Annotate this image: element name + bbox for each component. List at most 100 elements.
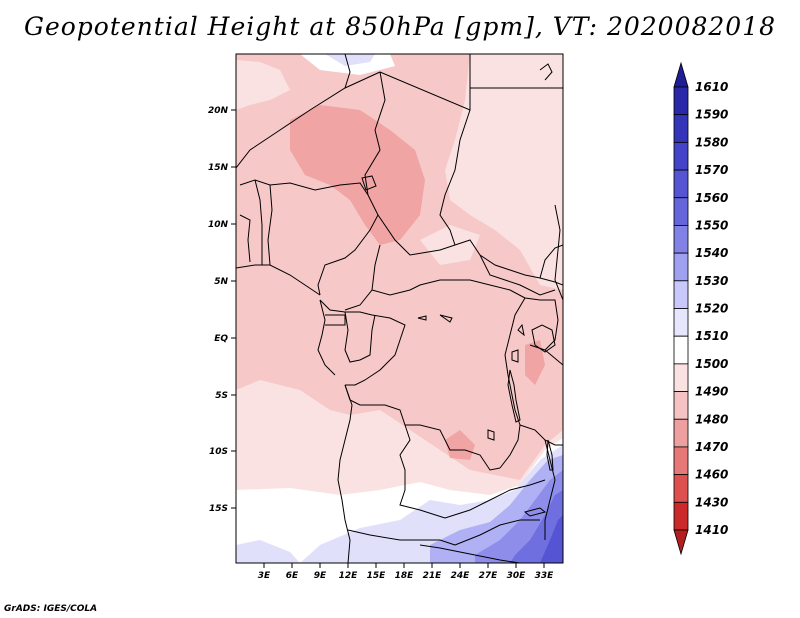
lon-label-24e: 24E — [451, 571, 471, 581]
lat-axis: 20N 15N 10N 5N EQ 5S 10S 15S — [208, 106, 236, 514]
colorbar-swatch — [673, 280, 689, 309]
lon-label-15e: 15E — [367, 571, 387, 581]
map-title: Geopotential Height at 850hPa [gpm], VT:… — [23, 12, 777, 41]
colorbar-swatch — [673, 308, 689, 337]
colorbar-swatch — [673, 169, 689, 199]
colorbar-label: 1550 — [695, 218, 728, 232]
lat-label-5s: 5S — [215, 391, 228, 401]
colorbar-swatch — [673, 474, 689, 503]
colorbar-label: 1460 — [695, 468, 728, 482]
border-car-drc — [371, 279, 526, 299]
colorbar-swatch — [673, 86, 689, 116]
border-chad-sudan — [439, 109, 471, 246]
field-1560 — [540, 515, 563, 563]
lake-malawi — [546, 439, 554, 471]
border-congo-gabon — [344, 311, 376, 363]
colorbar-label: 1430 — [695, 495, 728, 509]
colorbar-swatch — [673, 501, 689, 531]
lake-congo-2 — [439, 314, 453, 323]
geopotential-field — [236, 54, 563, 563]
border-equatorial-guinea — [325, 314, 346, 326]
lake-chad — [361, 175, 377, 191]
colorbar-label: 1560 — [695, 191, 728, 205]
border-kenya-tanzania — [544, 349, 563, 366]
border-niger-algeria — [236, 71, 381, 169]
border-ethiopia — [554, 204, 563, 301]
colorbar-label: 1500 — [695, 357, 728, 371]
lat-label-15s: 15S — [209, 504, 228, 514]
border-zambia-zimbabwe — [444, 479, 546, 519]
lon-label-33e: 33E — [535, 571, 555, 581]
colorbar-label: 1610 — [695, 80, 728, 94]
border-drc-east — [499, 297, 526, 469]
lat-label-20n: 20N — [208, 106, 229, 116]
lon-label-12e: 12E — [339, 571, 359, 581]
border-angola-namibia — [347, 529, 456, 546]
colorbar-label: 1540 — [695, 246, 728, 260]
border-ghana — [239, 214, 251, 263]
colorbar-swatch — [673, 252, 689, 282]
border-libya-niger — [344, 54, 351, 89]
grads-credit: GrADS: IGES/COLA — [4, 604, 98, 614]
lake-congo-1 — [417, 315, 427, 321]
field-1520-north — [325, 54, 375, 66]
border-sudan-south-sudan — [479, 254, 563, 286]
colorbar-swatch — [673, 418, 689, 448]
colorbar-label: 1530 — [695, 274, 728, 288]
border-drc-angola — [344, 384, 501, 471]
colorbar-swatch — [673, 61, 689, 88]
border-sudan-east — [539, 244, 563, 279]
border-nigeria-benin — [267, 184, 273, 266]
colorbar-label: 1570 — [695, 163, 728, 177]
map-frame — [235, 53, 564, 564]
colorbar-label: 1580 — [695, 135, 728, 149]
border-nigeria-cameroon — [317, 194, 379, 296]
border-south — [419, 544, 521, 563]
lake-tanganyika — [507, 369, 521, 423]
lon-label-27e: 27E — [479, 571, 499, 581]
colorbar-swatch — [673, 141, 689, 171]
lon-label-3e: 3E — [258, 571, 271, 581]
colorbar-swatch — [673, 197, 689, 226]
colorbar-label: 1510 — [695, 329, 728, 343]
colorbar-swatch — [673, 225, 689, 254]
country-borders — [236, 54, 563, 563]
border-nigeria-north — [239, 179, 369, 196]
border-benin-togo — [254, 179, 263, 265]
colorbar-swatch — [673, 529, 689, 556]
colorbar-swatch — [673, 391, 689, 420]
colorbar-swatch — [673, 114, 689, 143]
field-1480-east — [525, 340, 545, 385]
field-1500-west — [236, 60, 290, 110]
border-niger-chad — [364, 71, 386, 196]
colorbar-label: 1590 — [695, 108, 728, 122]
border-botswana — [454, 519, 540, 546]
field-1520-southwest — [236, 540, 300, 563]
lake-kariba — [523, 507, 547, 517]
border-sudan-chad — [469, 87, 563, 110]
lake-mweru — [487, 429, 495, 441]
lon-label-21e: 21E — [423, 571, 443, 581]
colorbar-swatch — [673, 335, 689, 365]
lon-axis: 3E 6E 9E 12E 15E 18E 21E 24E 27E 30E 33E — [258, 563, 554, 581]
field-1480-core — [290, 105, 425, 245]
lat-label-5n: 5N — [214, 277, 228, 287]
colorbar-label: 1410 — [695, 523, 728, 537]
border-congo-drc — [345, 314, 406, 386]
coast-west-africa — [236, 264, 321, 296]
colorbar-label: 1490 — [695, 385, 728, 399]
lon-label-9e: 9E — [314, 571, 327, 581]
lat-label-10n: 10N — [208, 220, 229, 230]
coast-gabon — [317, 299, 336, 376]
lat-label-10s: 10S — [209, 447, 228, 457]
colorbar-label: 1470 — [695, 440, 728, 454]
lon-label-30e: 30E — [507, 571, 527, 581]
lake-albert — [517, 323, 525, 337]
colorbar-swatch — [673, 446, 689, 476]
border-chad-car — [377, 214, 556, 296]
colorbar-label: 1520 — [695, 302, 728, 316]
colorbar-swatch — [673, 363, 689, 392]
field-1500-center — [420, 225, 480, 265]
field-1500-northeast — [445, 54, 563, 290]
